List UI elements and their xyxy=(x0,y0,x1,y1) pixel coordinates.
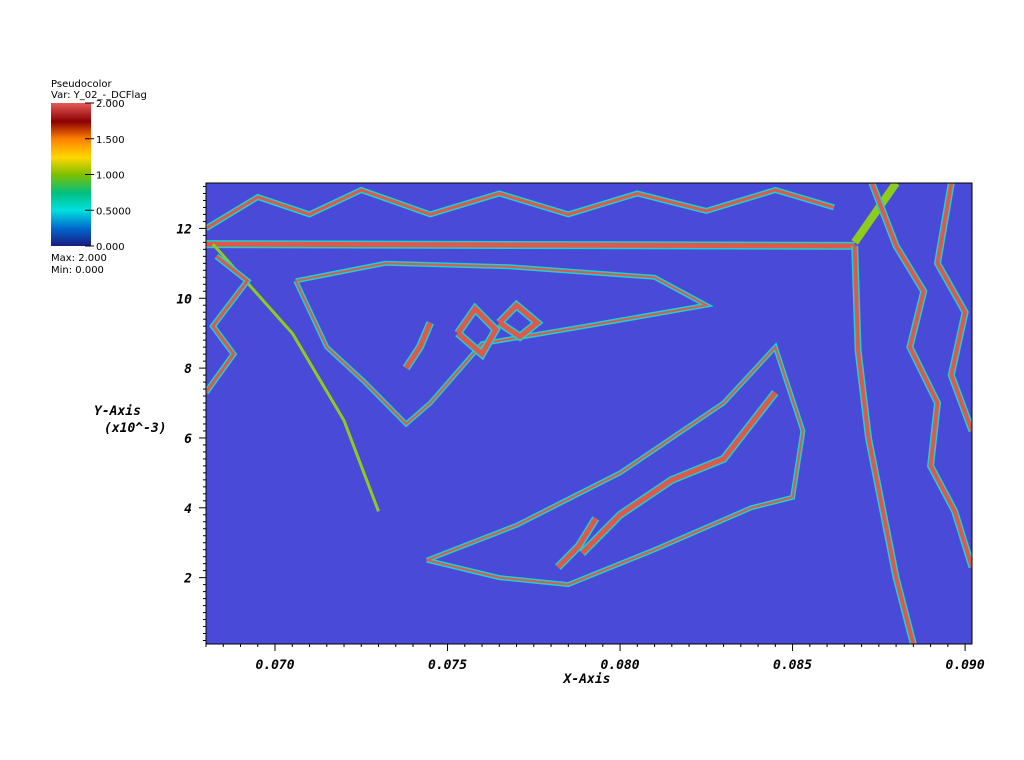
band-core xyxy=(851,183,900,245)
band-right-staircase-1 xyxy=(868,183,972,569)
band-top-staircase xyxy=(206,186,835,231)
band-core xyxy=(206,188,835,230)
band-right-staircase-2 xyxy=(933,183,972,433)
band-right-curved-shock xyxy=(851,245,917,644)
color-legend: Pseudocolor Var: Y_02_-_DCFlag 2.000 1.50… xyxy=(51,79,147,276)
band-core xyxy=(294,262,710,426)
band-inner-island-c xyxy=(496,299,544,342)
band-core xyxy=(206,241,855,249)
colorbar-tick-label: 1.500 xyxy=(96,135,125,146)
band-left-upper-staircase xyxy=(206,253,252,395)
legend-title: Pseudocolor xyxy=(51,79,113,90)
plot-frame xyxy=(205,182,973,645)
band-inner-island-a xyxy=(402,321,434,371)
band-upper-triangle-contour xyxy=(293,260,714,428)
y-tick-label: 8 xyxy=(184,362,192,377)
legend-max: Max: 2.000 xyxy=(51,253,107,264)
y-axis: 2 4 6 8 10 12 xyxy=(176,185,206,642)
legend-min: Min: 0.000 xyxy=(51,265,104,276)
band-core xyxy=(404,321,433,370)
band-top-shock xyxy=(206,240,855,250)
colorbar-tick-label: 2.000 xyxy=(96,99,125,110)
colorbar-tick-label: 1.000 xyxy=(96,171,125,182)
x-tick-label: 0.075 xyxy=(428,658,467,673)
x-tick-label: 0.090 xyxy=(946,658,985,673)
band-core xyxy=(426,345,804,586)
y-tick-label: 10 xyxy=(176,292,192,307)
x-tick-label: 0.070 xyxy=(255,658,294,673)
y-axis-scale: (x10^-3) xyxy=(104,421,167,436)
x-tick-label: 0.085 xyxy=(773,658,812,673)
band-inner-diagonal-ridge-b xyxy=(555,516,600,571)
band-inner-diagonal-ridge xyxy=(579,390,779,557)
band-top-right-jet xyxy=(851,183,900,245)
band-left-oblique-shock xyxy=(211,243,380,512)
colorbar xyxy=(51,103,91,246)
band-core xyxy=(556,516,599,569)
band-inner-island-b xyxy=(454,302,501,361)
y-tick-label: 12 xyxy=(176,222,192,237)
field-background xyxy=(206,183,972,644)
band-core xyxy=(497,301,542,340)
y-tick-label: 6 xyxy=(184,432,192,447)
legend-variable: Var: Y_02_-_DCFlag xyxy=(51,90,147,101)
band-core xyxy=(211,243,380,512)
band-core xyxy=(870,183,972,568)
y-axis-title: Y-Axis xyxy=(94,404,141,419)
band-lower-diagonal-contour xyxy=(425,342,806,588)
band-core xyxy=(206,255,250,394)
plot-area xyxy=(205,182,973,645)
band-core xyxy=(935,183,972,432)
x-axis-title: X-Axis xyxy=(563,672,611,687)
band-core xyxy=(455,304,499,358)
x-tick-label: 0.080 xyxy=(600,658,639,673)
band-core xyxy=(580,390,778,555)
band-core xyxy=(852,245,916,644)
y-tick-label: 2 xyxy=(183,572,192,587)
colorbar-tick-label: 0.5000 xyxy=(96,206,131,217)
colorbar-tick-label: 0.000 xyxy=(96,242,125,253)
x-axis: 0.070 0.075 0.080 0.085 0.090 xyxy=(205,644,985,673)
y-tick-label: 4 xyxy=(184,502,192,517)
colorbar-ticks: 2.000 1.500 1.000 0.5000 0.000 xyxy=(85,99,131,253)
field-contours xyxy=(206,183,972,644)
